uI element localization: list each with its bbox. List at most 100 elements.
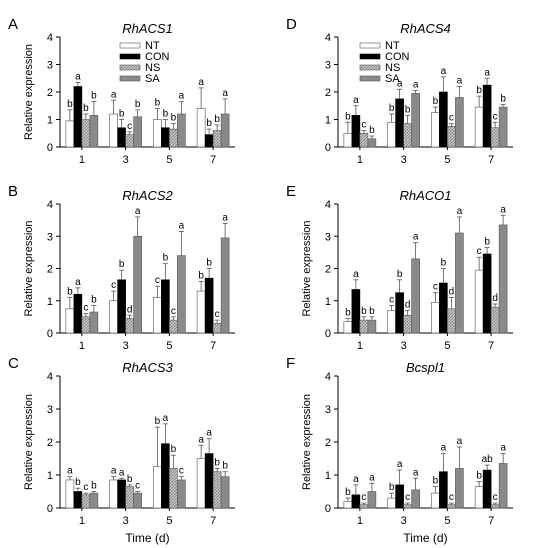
bar-ns [125, 134, 134, 148]
significance-label: a [135, 206, 141, 217]
bar-nt [109, 300, 118, 334]
bar-nt [65, 308, 75, 334]
bar-ns [125, 318, 134, 334]
x-tick-label: 1 [79, 515, 85, 527]
bar-ns [125, 486, 134, 509]
y-axis-label: Relative expression [23, 44, 35, 140]
significance-label: a [111, 89, 117, 100]
y-tick-label: 3 [325, 231, 331, 243]
bar-sa [411, 258, 420, 334]
panel-letter: A [8, 16, 18, 33]
bar-nt [153, 297, 162, 334]
y-axis-label: Relative expression [301, 394, 313, 490]
significance-label: b [405, 104, 411, 115]
panel-letter: E [286, 183, 296, 200]
bar-ns [359, 504, 369, 509]
bar-ns [212, 323, 222, 334]
y-tick-label: 3 [47, 60, 53, 72]
y-tick-label: 2 [47, 87, 53, 99]
significance-label: b [171, 113, 177, 124]
significance-label: c [449, 113, 454, 124]
y-tick-label: 2 [47, 264, 53, 276]
significance-label: a [397, 459, 403, 470]
significance-label: b [345, 307, 351, 318]
bar-con [204, 134, 214, 148]
legend-swatch-con [359, 53, 381, 60]
x-tick-label: 1 [79, 154, 85, 166]
bar-con [204, 277, 214, 334]
bar-con [161, 279, 170, 334]
significance-label: b [361, 306, 367, 317]
bar-nt [109, 113, 118, 148]
bar-sa [455, 468, 464, 509]
x-tick-label: 3 [123, 154, 129, 166]
panel-letter: F [286, 355, 295, 372]
significance-label: a [75, 71, 81, 82]
significance-label: a [441, 66, 447, 77]
y-tick-label: 0 [325, 142, 331, 154]
y-tick-label: 0 [325, 328, 331, 340]
significance-label: b [67, 99, 73, 110]
significance-label: b [389, 103, 395, 114]
significance-label: a [413, 80, 419, 91]
y-tick-label: 0 [47, 503, 53, 515]
bar-sa [367, 491, 377, 509]
legend-swatch-nt [359, 42, 381, 49]
x-tick-label: 7 [210, 340, 216, 352]
bar-con [482, 469, 492, 509]
bar-sa [89, 492, 99, 509]
significance-label: a [206, 428, 212, 439]
y-tick-label: 3 [325, 404, 331, 416]
bar-sa [367, 138, 377, 148]
significance-label: c [433, 282, 438, 293]
significance-label: c [215, 309, 220, 320]
x-tick-label: 5 [444, 154, 450, 166]
significance-label: b [222, 461, 228, 472]
y-tick-label: 1 [325, 115, 331, 127]
significance-label: a [484, 67, 490, 78]
y-tick-label: 4 [47, 199, 53, 211]
panel-letter: C [8, 355, 19, 372]
bar-ns [490, 127, 500, 148]
significance-label: b [206, 258, 212, 269]
bar-sa [498, 224, 508, 334]
x-tick-label: 5 [166, 154, 172, 166]
y-tick-label: 1 [325, 296, 331, 308]
significance-label: b [389, 482, 395, 493]
bar-ns [359, 319, 369, 334]
bar-sa [220, 113, 230, 148]
significance-label: b [345, 111, 351, 122]
significance-label: a [397, 78, 403, 89]
significance-label: a [119, 467, 125, 478]
y-tick-label: 0 [325, 503, 331, 515]
bar-con [73, 86, 83, 148]
y-tick-label: 4 [325, 371, 331, 383]
significance-label: b [155, 98, 161, 109]
bar-nt [153, 119, 162, 148]
bar-con [161, 127, 170, 148]
bar-ns [403, 314, 412, 334]
x-tick-label: 3 [401, 154, 407, 166]
y-tick-label: 1 [325, 470, 331, 482]
significance-label: ab [482, 454, 494, 465]
bar-sa [177, 255, 186, 334]
y-tick-label: 4 [47, 371, 53, 383]
x-tick-label: 3 [123, 515, 129, 527]
bar-con [439, 471, 448, 509]
significance-label: b [206, 118, 212, 129]
significance-label: b [369, 125, 375, 136]
bar-con [351, 289, 361, 334]
legend-label: SA [385, 73, 400, 85]
legend-swatch-ns [119, 64, 141, 71]
x-tick-label: 5 [444, 515, 450, 527]
y-axis-label: Relative expression [301, 221, 313, 317]
y-tick-label: 2 [47, 437, 53, 449]
bar-nt [431, 112, 440, 148]
significance-label: a [111, 466, 117, 477]
significance-label: a [500, 443, 506, 454]
legend-swatch-sa [359, 75, 381, 82]
